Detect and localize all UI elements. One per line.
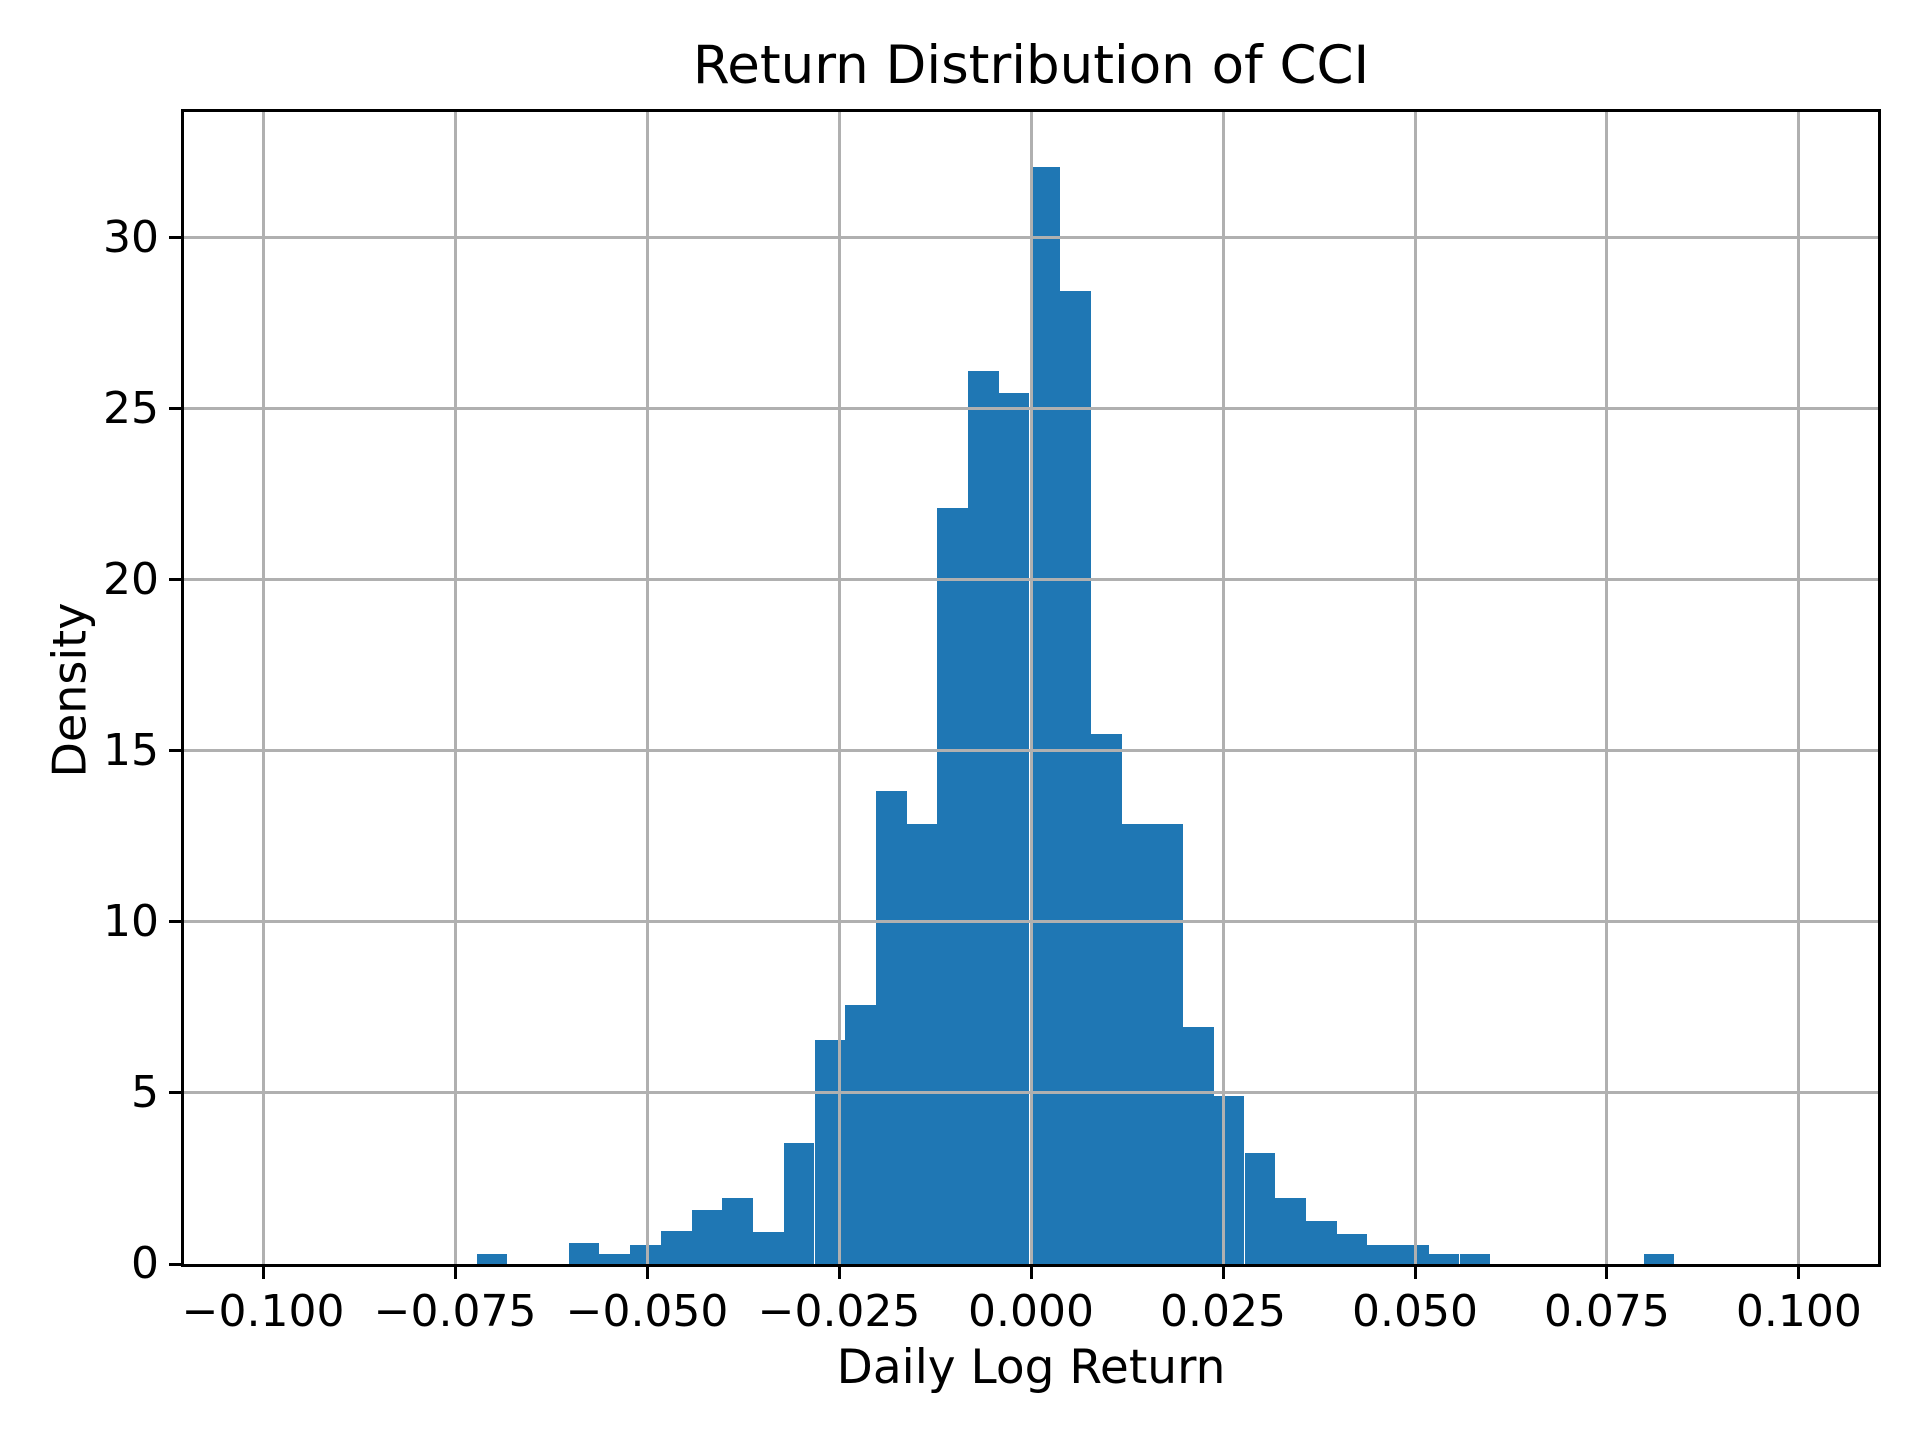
x-tick-mark (1221, 1267, 1225, 1279)
y-tick-label: 20 (103, 553, 159, 605)
histogram-bar (1152, 824, 1183, 1264)
y-axis-label: Density (42, 602, 97, 778)
y-gridline (184, 1091, 1878, 1095)
x-tick-mark (1413, 1267, 1417, 1279)
y-gridline (184, 920, 1878, 924)
y-tick-mark (169, 236, 181, 240)
x-gridline (1221, 112, 1225, 1264)
x-gridline (837, 112, 841, 1264)
plot-area (181, 109, 1881, 1267)
y-tick-mark (169, 407, 181, 411)
x-gridline (1797, 112, 1801, 1264)
x-tick-mark (453, 1267, 457, 1279)
x-tick-label: 0.000 (968, 1286, 1094, 1337)
x-tick-label: 0.100 (1735, 1286, 1862, 1337)
histogram-bar (998, 392, 1030, 1264)
histogram-bar (1060, 291, 1091, 1264)
histogram-bar (783, 1142, 815, 1264)
histogram-bar (568, 1243, 600, 1264)
y-tick-mark (169, 1091, 181, 1095)
chart-title: Return Distribution of CCI (692, 35, 1370, 96)
histogram-bar (1398, 1244, 1429, 1264)
grid-layer (184, 112, 1878, 1264)
y-gridline (184, 578, 1878, 582)
y-tick-mark (169, 1262, 181, 1266)
x-tick-label: −0.050 (565, 1286, 729, 1337)
x-tick-mark (1029, 1267, 1033, 1279)
y-gridline (184, 407, 1878, 411)
histogram-bar (1428, 1254, 1460, 1264)
histogram-bar (1336, 1233, 1368, 1264)
histogram-bar (968, 371, 999, 1264)
histogram-bar (906, 824, 938, 1264)
y-tick-label: 5 (131, 1066, 159, 1118)
histogram-bar (1121, 824, 1153, 1264)
histogram-bar (1305, 1220, 1337, 1264)
y-tick-mark (169, 578, 181, 582)
x-tick-label: −0.025 (757, 1286, 921, 1337)
x-gridline (1029, 112, 1033, 1264)
histogram-bar (1183, 1026, 1214, 1264)
histogram-bar (1275, 1197, 1306, 1264)
y-tick-label: 10 (103, 895, 159, 947)
y-tick-label: 25 (103, 382, 159, 434)
x-gridline (261, 112, 265, 1264)
x-tick-mark (645, 1267, 649, 1279)
x-axis-label: Daily Log Return (836, 1340, 1226, 1395)
x-tick-label: 0.025 (1160, 1286, 1286, 1337)
x-gridline (645, 112, 649, 1264)
histogram-bar (691, 1209, 723, 1264)
histogram-bar (1213, 1096, 1245, 1264)
histogram-bar (660, 1230, 692, 1264)
y-tick-label: 15 (103, 724, 159, 776)
y-gridline (184, 236, 1878, 240)
x-gridline (1605, 112, 1609, 1264)
histogram-bar (753, 1232, 784, 1264)
x-tick-mark (837, 1267, 841, 1279)
histogram-bar (1090, 733, 1122, 1264)
y-tick-label: 30 (103, 211, 159, 263)
y-gridline (184, 749, 1878, 753)
y-tick-label: 0 (131, 1238, 159, 1289)
x-tick-mark (1605, 1267, 1609, 1279)
bars-layer (184, 112, 1878, 1264)
histogram-bar (1643, 1253, 1675, 1264)
histogram-bar (1367, 1244, 1398, 1264)
x-tick-label: 0.075 (1543, 1286, 1670, 1337)
histogram-bar (722, 1198, 753, 1264)
x-tick-label: 0.050 (1352, 1286, 1478, 1337)
histogram-bar (845, 1005, 876, 1264)
histogram-bar (1029, 167, 1061, 1264)
histogram-bar (1459, 1254, 1491, 1264)
histogram-bar (476, 1253, 508, 1264)
histogram-bar (875, 791, 907, 1264)
y-tick-mark (169, 749, 181, 753)
x-tick-mark (261, 1267, 265, 1279)
x-tick-label: −0.075 (373, 1286, 537, 1337)
y-tick-mark (169, 920, 181, 924)
x-gridline (453, 112, 457, 1264)
histogram-bar (1244, 1152, 1276, 1264)
x-tick-mark (1797, 1267, 1801, 1279)
histogram-bar (937, 507, 968, 1264)
x-gridline (1413, 112, 1417, 1264)
histogram-bar (599, 1253, 631, 1264)
x-tick-label: −0.100 (181, 1286, 345, 1337)
